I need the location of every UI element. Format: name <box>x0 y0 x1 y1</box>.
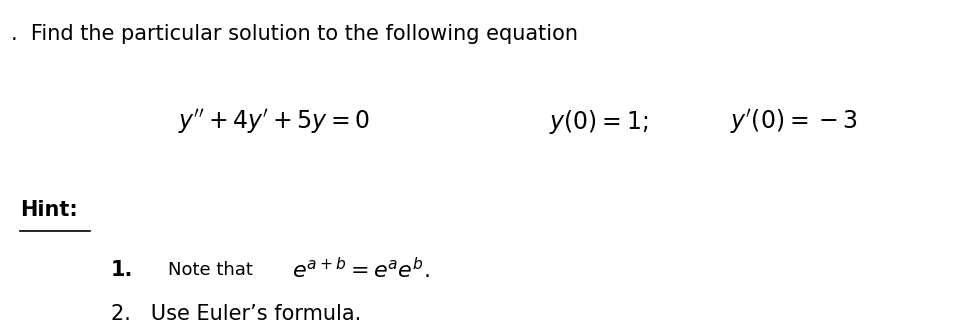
Text: $y(0) = 1;$: $y(0) = 1;$ <box>549 108 648 136</box>
Text: 1.: 1. <box>111 260 134 280</box>
Text: .  Find the particular solution to the following equation: . Find the particular solution to the fo… <box>11 24 578 44</box>
Text: Note that: Note that <box>168 261 253 279</box>
Text: $y'' + 4y' + 5y = 0$: $y'' + 4y' + 5y = 0$ <box>178 107 370 136</box>
Text: 2.   Use Euler’s formula.: 2. Use Euler’s formula. <box>111 304 361 324</box>
Text: $e^{a+b} = e^{a}e^{b}.$: $e^{a+b} = e^{a}e^{b}.$ <box>292 257 430 282</box>
Text: Hint:: Hint: <box>20 199 78 219</box>
Text: $y'(0) = -3$: $y'(0) = -3$ <box>730 108 858 136</box>
